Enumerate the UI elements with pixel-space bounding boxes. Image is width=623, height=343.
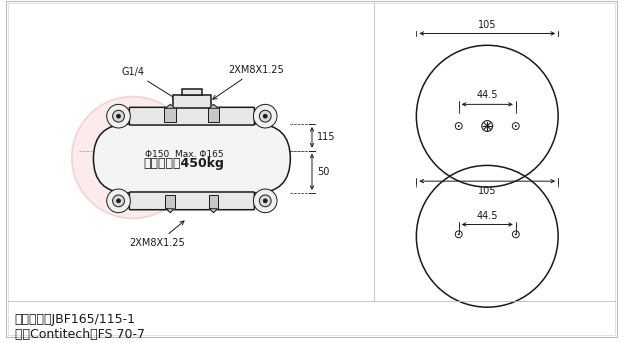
Text: 105: 105: [478, 186, 497, 196]
Polygon shape: [165, 104, 175, 108]
Text: 44.5: 44.5: [477, 211, 498, 221]
Text: Φ150  Max. Φ165: Φ150 Max. Φ165: [145, 150, 223, 158]
Circle shape: [117, 114, 120, 118]
Circle shape: [259, 195, 271, 207]
Circle shape: [107, 189, 130, 213]
FancyBboxPatch shape: [130, 192, 254, 210]
FancyBboxPatch shape: [130, 107, 254, 125]
Text: G1/4: G1/4: [121, 67, 177, 99]
Circle shape: [259, 110, 271, 122]
FancyBboxPatch shape: [93, 124, 290, 193]
Text: 最大承载：450kg: 最大承载：450kg: [143, 157, 224, 170]
Circle shape: [254, 104, 277, 128]
Polygon shape: [209, 209, 217, 213]
Text: 115: 115: [317, 132, 335, 142]
Circle shape: [113, 110, 125, 122]
Text: 50: 50: [317, 167, 330, 177]
Circle shape: [264, 114, 267, 118]
Text: 上海松夏挥震器有限公司: 上海松夏挥震器有限公司: [155, 138, 219, 148]
Bar: [164, 108, 176, 122]
Text: SONGXIA SHOCK ABSORBER CO.,LTD: SONGXIA SHOCK ABSORBER CO.,LTD: [151, 149, 291, 157]
Circle shape: [113, 195, 125, 207]
Circle shape: [458, 233, 460, 235]
Text: 联系电话：021-61550011，QQ：1516483116，微信：: 联系电话：021-61550011，QQ：1516483116，微信：: [144, 161, 279, 166]
Text: 2XM8X1.25: 2XM8X1.25: [130, 221, 185, 248]
Circle shape: [458, 125, 460, 127]
Circle shape: [254, 189, 277, 213]
Circle shape: [515, 125, 516, 127]
Circle shape: [264, 199, 267, 203]
Circle shape: [72, 96, 194, 218]
Bar: [165, 195, 175, 209]
Text: 2XM8X1.25: 2XM8X1.25: [213, 65, 283, 99]
Bar: [207, 108, 219, 122]
Circle shape: [117, 199, 120, 203]
Text: ®: ®: [126, 148, 135, 157]
Text: 产品型号：JBF165/115-1: 产品型号：JBF165/115-1: [15, 313, 136, 326]
Text: 对应Contitech：FS 70-7: 对应Contitech：FS 70-7: [15, 328, 145, 341]
Polygon shape: [166, 209, 174, 213]
Bar: [173, 95, 211, 108]
Polygon shape: [209, 104, 219, 108]
Bar: [209, 195, 219, 209]
Text: 105: 105: [478, 20, 497, 29]
Bar: [182, 88, 202, 95]
Circle shape: [515, 233, 516, 235]
Text: 44.5: 44.5: [477, 91, 498, 100]
Circle shape: [107, 104, 130, 128]
